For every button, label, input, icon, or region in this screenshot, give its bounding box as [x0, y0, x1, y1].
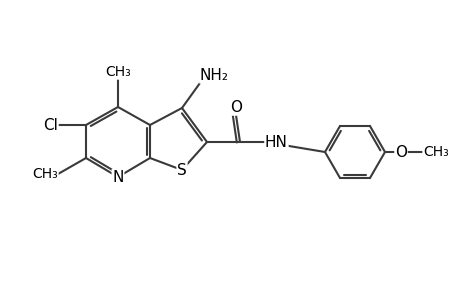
Text: Cl: Cl [43, 118, 58, 133]
Text: N: N [112, 169, 123, 184]
Text: O: O [394, 145, 406, 160]
Text: CH₃: CH₃ [422, 145, 448, 159]
Text: NH₂: NH₂ [200, 68, 229, 83]
Text: CH₃: CH₃ [105, 65, 131, 79]
Text: CH₃: CH₃ [32, 167, 58, 181]
Text: S: S [177, 163, 186, 178]
Text: HN: HN [264, 134, 287, 149]
Text: O: O [230, 100, 241, 115]
